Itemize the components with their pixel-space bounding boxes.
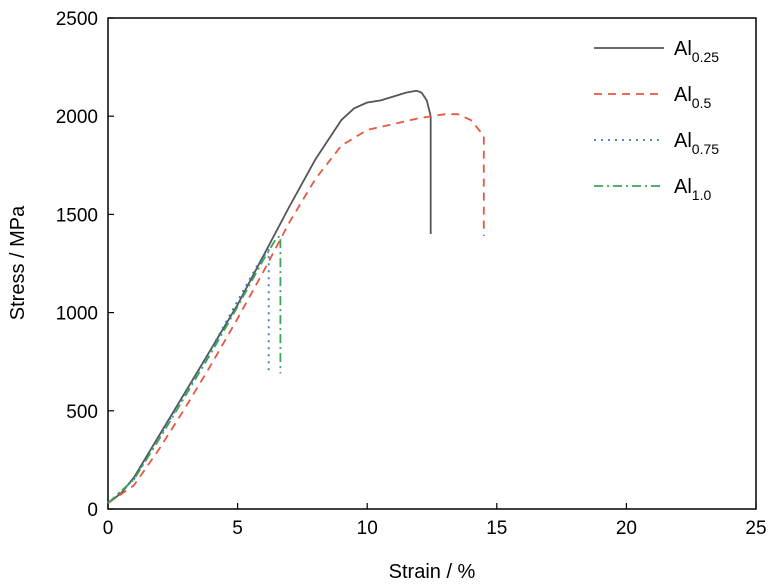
y-tick-label: 2000: [56, 107, 98, 128]
x-tick-label: 5: [232, 518, 243, 539]
y-tick-label: 0: [87, 500, 98, 521]
x-axis-ticks: 0 5 10 15 20 25: [103, 503, 767, 539]
legend-label-3: Al1.0: [674, 176, 711, 203]
series-layer: [107, 89, 485, 504]
y-axis-ticks: 0 500 1000 1500 2000 2500: [56, 9, 114, 521]
y-tick-label: 1500: [56, 205, 98, 226]
x-tick-label: 0: [103, 518, 114, 539]
legend-label-0: Al0.25: [674, 38, 719, 65]
legend-label-1: Al0.5: [674, 84, 711, 111]
plot-frame: [107, 17, 757, 510]
y-tick-label: 1000: [56, 304, 98, 325]
y-tick-label: 2500: [56, 9, 98, 30]
series-line-0: [107, 89, 432, 504]
x-tick-label: 15: [486, 518, 507, 539]
y-tick-label: 500: [66, 402, 98, 423]
x-tick-label: 20: [616, 518, 637, 539]
series-line-3: [107, 235, 282, 504]
y-axis-title: Stress / MPa: [7, 205, 29, 320]
x-tick-label: 10: [357, 518, 378, 539]
series-line-2: [107, 248, 270, 504]
legend-label-2: Al0.75: [674, 130, 719, 157]
series-line-1: [107, 113, 485, 504]
x-tick-label: 25: [745, 518, 766, 539]
legend: Al0.25 Al0.5 Al0.75 Al1.0: [594, 38, 719, 203]
x-axis-title: Strain / %: [389, 561, 476, 583]
